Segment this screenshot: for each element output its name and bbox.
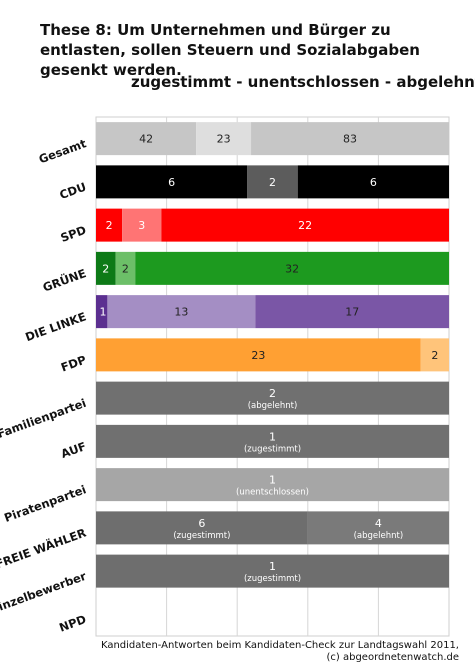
bar-freie-waehler-abgelehnt [307,511,449,545]
plot-frame [95,116,450,637]
data-label-cdu-abgelehnt: 6 [370,176,377,189]
data-label-die-linke-abgelehnt: 17 [345,306,359,319]
bar-die-linke-unentschlossen [107,295,256,329]
chart-title: These 8: Um Unternehmen und Bürger zu en… [40,21,420,79]
data-label-auf-zugestimmt: 1 [269,430,276,443]
footer-source: Kandidaten-Antworten beim Kandidaten-Che… [100,640,459,651]
category-label-fdp: FDP [59,353,88,375]
bar-einzelbewerber-zugestimmt [96,554,449,588]
category-label-freie-waehler: FREIE WÄHLER [0,525,88,572]
data-label-cdu-zugestimmt: 6 [168,176,175,189]
data-label-gesamt-zugestimmt: 42 [139,133,153,146]
category-label-familienpartei: Familienpartei [0,396,88,441]
data-label-freie-waehler-zugestimmt: 6 [198,517,205,530]
footer-copyright: (c) abgeordnetenwatch.de [326,652,460,663]
category-label-auf: AUF [59,439,88,461]
answer-label-familienpartei-abgelehnt: (abgelehnt) [248,401,298,411]
bar-gruene-abgelehnt [135,251,449,285]
data-label-spd-unentschlossen: 3 [138,219,145,232]
bar-fdp-zugestimmt [96,338,421,372]
category-label-npd: NPD [57,612,88,635]
category-label-die-linke: DIE LINKE [23,309,88,344]
data-label-gruene-zugestimmt: 2 [102,262,109,275]
data-label-gruene-abgelehnt: 32 [285,262,299,275]
data-label-gesamt-unentschlossen: 23 [217,133,231,146]
bar-familienpartei-abgelehnt [96,381,449,415]
bar-gesamt-unentschlossen [196,122,252,156]
data-label-fdp-zugestimmt: 23 [251,349,265,362]
category-label-gesamt: Gesamt [37,136,89,166]
answer-label-freie-waehler-zugestimmt: (zugestimmt) [173,531,230,541]
data-label-spd-abgelehnt: 22 [298,219,312,232]
bar-spd-abgelehnt [161,208,450,242]
bar-piratenpartei-unentschlossen [96,468,449,502]
data-label-die-linke-zugestimmt: 1 [100,306,107,319]
data-label-die-linke-unentschlossen: 13 [174,306,188,319]
category-label-piratenpartei: Piratenpartei [2,482,88,525]
bar-cdu-unentschlossen [247,165,298,199]
data-label-fdp-abgelehnt: 2 [431,349,438,362]
bar-gesamt-zugestimmt [96,122,197,156]
category-label-gruene: GRÜNE [40,265,88,295]
data-label-familienpartei-abgelehnt: 2 [269,387,276,400]
bar-gesamt-abgelehnt [251,122,449,156]
bar-die-linke-zugestimmt [96,295,108,329]
category-label-spd: SPD [59,223,88,245]
bar-spd-zugestimmt [96,208,123,242]
footer: Kandidaten-Antworten beim Kandidaten-Che… [101,640,459,664]
category-label-einzelbewerber: Einzelbewerber [0,569,88,617]
category-label-cdu: CDU [58,180,88,203]
data-label-einzelbewerber-zugestimmt: 1 [269,560,276,573]
data-label-spd-zugestimmt: 2 [106,219,113,232]
data-label-gruene-unentschlossen: 2 [122,262,129,275]
bar-gruene-unentschlossen [115,251,136,285]
answer-label-einzelbewerber-zugestimmt: (zugestimmt) [244,574,301,584]
answer-label-auf-zugestimmt: (zugestimmt) [244,444,301,454]
bar-spd-unentschlossen [122,208,162,242]
data-label-freie-waehler-abgelehnt: 4 [375,517,382,530]
bar-cdu-zugestimmt [96,165,248,199]
answer-label-freie-waehler-abgelehnt: (abgelehnt) [354,531,404,541]
data-label-gesamt-abgelehnt: 83 [343,133,357,146]
answer-label-piratenpartei-unentschlossen: (unentschlossen) [236,488,309,498]
bar-die-linke-abgelehnt [255,295,449,329]
bar-auf-zugestimmt [96,424,449,458]
data-label-piratenpartei-unentschlossen: 1 [269,474,276,487]
bar-cdu-abgelehnt [297,165,449,199]
bar-gruene-zugestimmt [96,251,116,285]
bar-freie-waehler-zugestimmt [96,511,308,545]
data-label-cdu-unentschlossen: 2 [269,176,276,189]
legend: zugestimmt - unentschlossen - abgelehnt [131,73,475,91]
bar-fdp-abgelehnt [420,338,449,372]
